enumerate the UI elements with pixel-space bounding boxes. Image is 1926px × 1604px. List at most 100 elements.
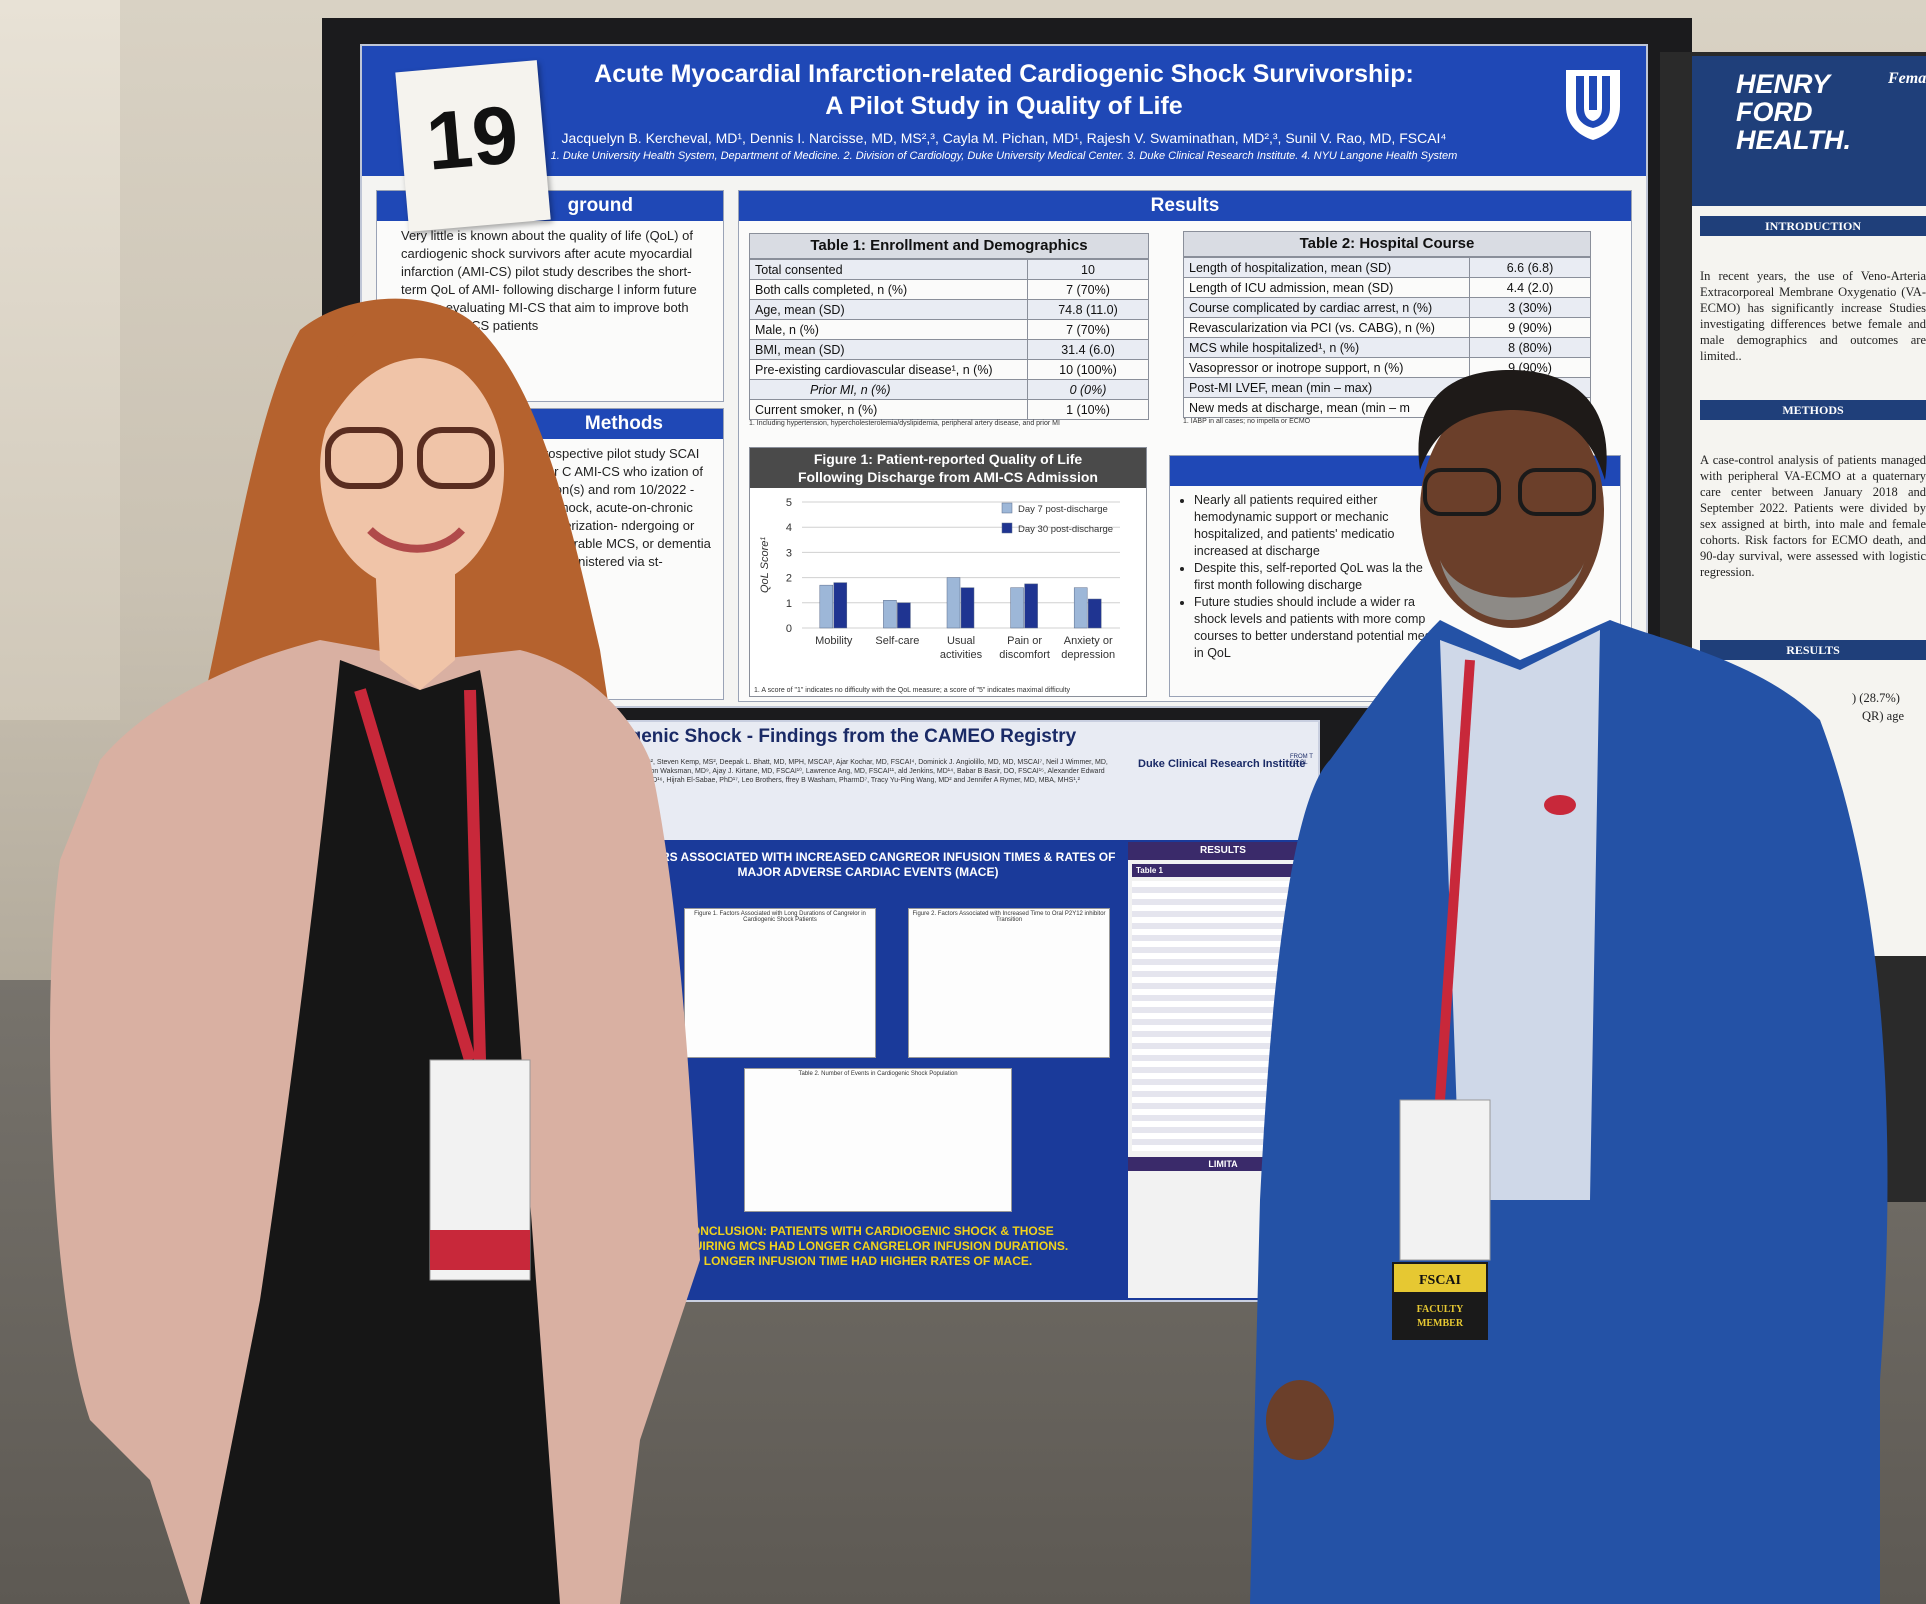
y-axis-label: QoL Score¹ bbox=[759, 537, 771, 593]
lower-table2: Table 2. Number of Events in Cardiogenic… bbox=[744, 1068, 1012, 1212]
table-cell-label: Course complicated by cardiac arrest, n … bbox=[1183, 297, 1470, 318]
table-row: Age, mean (SD) 74.8 (11.0) bbox=[749, 299, 1149, 320]
lower-conclusion-line2: REQUIRING MCS HAD LONGER CANGRELOR INFUS… bbox=[667, 1239, 1069, 1253]
dcri-logo-text: Duke Clinical Research Institute bbox=[1138, 758, 1306, 770]
figure1-title-line2: Following Discharge from AMI-CS Admissio… bbox=[798, 469, 1098, 485]
poster-title-line1: Acute Myocardial Infarction-related Card… bbox=[594, 60, 1414, 88]
poster-authors: Jacquelyn B. Kercheval, MD¹, Dennis I. N… bbox=[561, 130, 1447, 146]
man-presenter bbox=[1250, 370, 1888, 1604]
y-tick-label: 5 bbox=[786, 497, 792, 509]
bar bbox=[819, 584, 834, 629]
faculty-badge-line3: MEMBER bbox=[1417, 1318, 1464, 1329]
logo-line3: HEALTH. bbox=[1736, 125, 1851, 155]
bar bbox=[1024, 583, 1038, 629]
y-tick-label: 1 bbox=[786, 598, 792, 610]
logo-line1: HENRY bbox=[1736, 69, 1831, 99]
lower-figure2-caption: Figure 2. Factors Associated with Increa… bbox=[912, 911, 1106, 923]
lower-results-heading: RESULTS bbox=[1128, 842, 1318, 860]
man-badge bbox=[1399, 1099, 1491, 1261]
qol-bar-chart: 0 1 2 3 4 5 QoL Score¹ Mobility Self-care Usual ac… bbox=[759, 497, 1120, 661]
table-cell-value: 1 (10%) bbox=[1027, 399, 1149, 420]
man-shirt bbox=[1440, 630, 1600, 1200]
table-cell-label: Pre-existing cardiovascular disease¹, n … bbox=[749, 359, 1028, 380]
table1-footnote: 1. Including hypertension, hypercholeste… bbox=[749, 420, 1060, 427]
logo-line2: FORD bbox=[1736, 97, 1813, 127]
lower-poster-title: ogenic Shock - Findings from the CAMEO R… bbox=[618, 726, 1077, 747]
table-cell-value: 3 (30%) bbox=[1469, 297, 1591, 318]
table-cell-value: 8 (80%) bbox=[1469, 337, 1591, 358]
x-tick-label: discomfort bbox=[999, 649, 1050, 661]
list-item: Future studies should include a wider ra… bbox=[1194, 594, 1434, 662]
woman-glasses-left bbox=[325, 427, 403, 489]
table-row: Total consented 10 bbox=[749, 259, 1149, 280]
table-cell-label: Length of ICU admission, mean (SD) bbox=[1183, 277, 1470, 298]
lower-poster-banner: FACTORS ASSOCIATED WITH INCREASED CANGRE… bbox=[620, 850, 1116, 879]
list-item: Nearly all patients required either hemo… bbox=[1194, 492, 1434, 560]
table2-footnote: 1. IABP in all cases; no impella or ECMO bbox=[1183, 418, 1311, 425]
methods-heading-right: METHODS bbox=[1700, 400, 1926, 420]
woman-badge-stripe bbox=[430, 1230, 530, 1270]
figure1-title: Figure 1: Patient-reported Quality of Li… bbox=[750, 448, 1146, 488]
table-cell-label: Male, n (%) bbox=[749, 319, 1028, 340]
methods-text-right: A case-control analysis of patients mana… bbox=[1700, 453, 1926, 579]
bar bbox=[946, 577, 961, 629]
table-cell-label: Total consented bbox=[749, 259, 1028, 280]
x-tick-label: Pain or bbox=[1007, 635, 1042, 647]
table-cell-value: 74.8 (11.0) bbox=[1027, 299, 1149, 320]
legend-swatch bbox=[1001, 522, 1013, 534]
table2-title: Table 2: Hospital Course bbox=[1183, 231, 1591, 257]
y-tick-label: 4 bbox=[786, 522, 792, 534]
x-tick-label: Mobility bbox=[815, 635, 853, 647]
henry-ford-logo: HENRY FORD HEALTH. bbox=[1736, 70, 1851, 154]
table-row: Male, n (%) 7 (70%) bbox=[749, 319, 1149, 340]
table-row: Prior MI, n (%) 0 (0%) bbox=[749, 379, 1149, 400]
man-glasses-left bbox=[1423, 468, 1501, 516]
intro-heading: INTRODUCTION bbox=[1700, 216, 1926, 236]
y-tick-label: 0 bbox=[786, 623, 792, 635]
x-tick-label: activities bbox=[940, 649, 983, 661]
table1-title: Table 1: Enrollment and Demographics bbox=[749, 233, 1149, 259]
woman-hair-top bbox=[320, 311, 512, 450]
woman-glasses-right bbox=[417, 427, 495, 489]
bar bbox=[897, 602, 911, 629]
bar bbox=[1010, 587, 1024, 629]
woman-lanyard bbox=[354, 688, 476, 1062]
table-cell-value: 6.6 (6.8) bbox=[1469, 257, 1591, 278]
man-beard bbox=[1440, 560, 1585, 620]
conclusions-section: Conclus Nearly all patients required eit… bbox=[1169, 455, 1621, 697]
y-tick-label: 3 bbox=[786, 547, 792, 559]
faculty-badge-line2: FACULTY bbox=[1417, 1304, 1464, 1315]
dcri-tagline: FROM T TO CL bbox=[1290, 754, 1313, 766]
lower-poster: ogenic Shock - Findings from the CAMEO R… bbox=[616, 720, 1320, 1302]
x-tick-label: Self-care bbox=[875, 635, 919, 647]
lower-results-table-title: Table 1 bbox=[1132, 864, 1314, 877]
main-poster: Acute Myocardial Infarction-related Card… bbox=[360, 44, 1648, 708]
table-cell-label: Prior MI, n (%) bbox=[749, 379, 1028, 400]
man-faculty-badge-label bbox=[1394, 1264, 1486, 1292]
legend-label: Day 7 post-discharge bbox=[1018, 504, 1108, 515]
table-cell-value: 0 (0%) bbox=[1027, 379, 1149, 400]
x-tick-label: Anxiety or bbox=[1064, 635, 1113, 647]
bar bbox=[960, 587, 975, 629]
conclusions-list: Nearly all patients required either hemo… bbox=[1170, 492, 1434, 662]
man-lapel-pin bbox=[1544, 795, 1576, 815]
x-tick-label: Usual bbox=[947, 635, 975, 647]
lower-figure1-caption: Figure 1. Factors Associated with Long D… bbox=[694, 911, 866, 923]
table-cell-label: Current smoker, n (%) bbox=[749, 399, 1028, 420]
list-item: Despite this, self-reported QoL was la t… bbox=[1194, 560, 1434, 594]
table1: Table 1: Enrollment and Demographics Tot… bbox=[749, 233, 1149, 427]
table-cell-label: MCS while hospitalized¹, n (%) bbox=[1183, 337, 1470, 358]
table-row: Length of ICU admission, mean (SD) 4.4 (2… bbox=[1183, 277, 1591, 298]
bar bbox=[1073, 587, 1088, 629]
table-cell-label: Vasopressor or inotrope support, n (%) bbox=[1183, 357, 1470, 378]
woman-presenter bbox=[50, 298, 700, 1604]
x-tick-label: depression bbox=[1061, 649, 1115, 661]
poster-title-line2: A Pilot Study in Quality of Life bbox=[825, 92, 1183, 120]
poster-affiliations: 1. Duke University Health System, Depart… bbox=[550, 150, 1458, 162]
table1-body: Total consented 10 Both calls completed, … bbox=[749, 259, 1149, 420]
henry-ford-header: HENRY FORD HEALTH. Fema bbox=[1692, 56, 1926, 206]
man-face bbox=[1420, 392, 1604, 628]
results-section: Results Table 1: Enrollment and Demograp… bbox=[738, 190, 1632, 702]
background-panel bbox=[0, 0, 120, 720]
